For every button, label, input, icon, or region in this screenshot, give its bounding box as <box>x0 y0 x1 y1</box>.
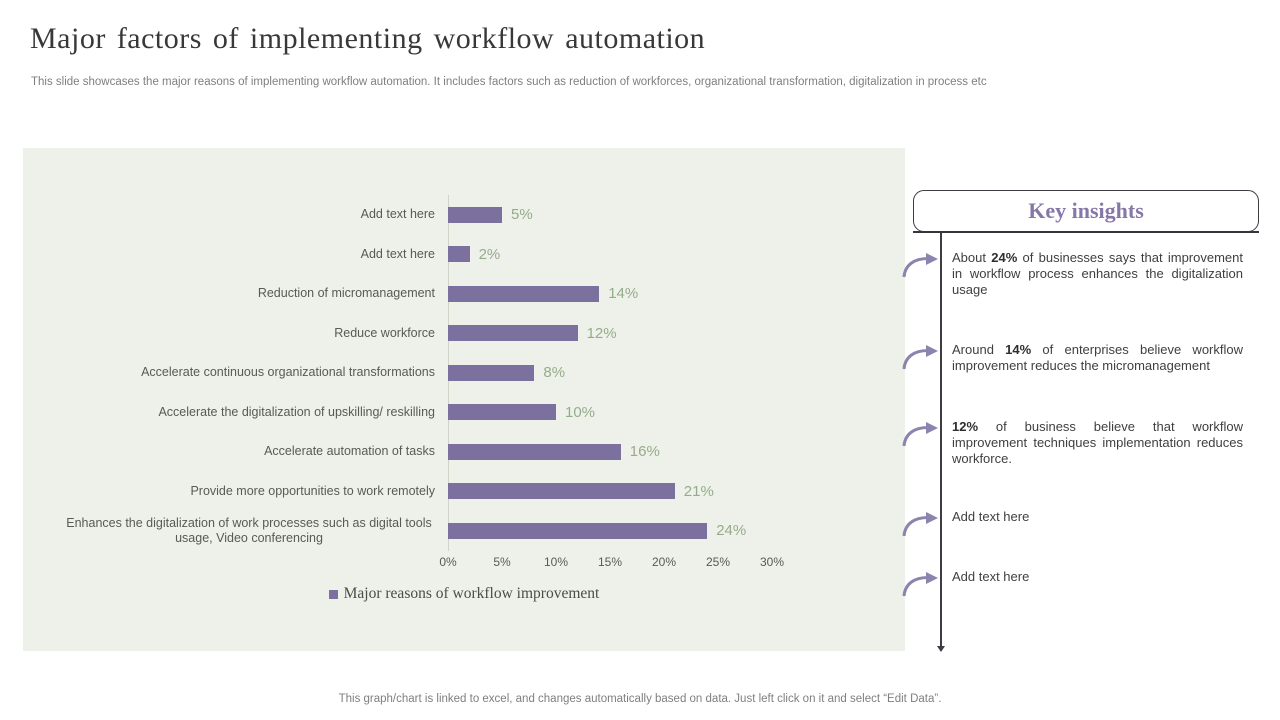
bar[interactable] <box>448 443 621 460</box>
chart-legend: Major reasons of workflow improvement <box>23 585 905 603</box>
insight-item: Add text here <box>899 569 1251 602</box>
bar[interactable] <box>448 285 600 302</box>
curved-arrow-icon <box>902 345 938 370</box>
bar-rows: Add text here 5% Add text here 2% Reduction … <box>23 195 905 551</box>
category-label: Reduction of micromanagement <box>257 286 435 301</box>
category-label: Provide more opportunities to work remot… <box>190 483 435 498</box>
footer-note: This graph/chart is linked to excel, and… <box>338 693 942 705</box>
category-label: Accelerate continuous organizational tra… <box>141 365 435 380</box>
bar-row: Add text here 2% <box>23 235 905 275</box>
category-label: Accelerate automation of tasks <box>264 444 435 459</box>
bar-row: Accelerate automation of tasks 16% <box>23 432 905 472</box>
connector-line <box>940 233 942 646</box>
slide-subtitle: This slide showcases the major reasons o… <box>31 76 987 88</box>
value-label: 14% <box>608 285 639 303</box>
insight-item: About 24% of businesses says that improv… <box>899 250 1251 298</box>
x-axis-tick: 25% <box>705 555 731 569</box>
x-axis-tick: 5% <box>493 555 511 569</box>
value-label: 8% <box>543 364 566 382</box>
x-axis-tick: 10% <box>543 555 569 569</box>
bar[interactable] <box>448 206 502 223</box>
curved-arrow-icon <box>902 253 938 278</box>
value-label: 21% <box>683 482 714 500</box>
curved-arrow-icon <box>902 572 938 597</box>
legend-label: Major reasons of workflow improvement <box>343 585 600 602</box>
insight-text-post: of businesses says that improvement in w… <box>952 250 1243 297</box>
value-label: 24% <box>716 522 747 540</box>
insight-text: About 24% of businesses says that improv… <box>952 250 1251 298</box>
bar-row: Add text here 5% <box>23 195 905 235</box>
category-label: Add text here <box>360 246 435 261</box>
plot-area: Add text here 5% Add text here 2% Reduction … <box>23 148 905 651</box>
bar-chart[interactable]: Add text here 5% Add text here 2% Reduction … <box>23 148 905 651</box>
category-label: Enhances the digitalization of work proc… <box>66 515 432 545</box>
x-axis-tick: 20% <box>651 555 677 569</box>
legend-swatch <box>328 589 338 599</box>
insight-text-pre: Add text here <box>952 509 1030 524</box>
curved-arrow-icon <box>899 421 943 467</box>
key-insights-panel: Key insights About 24% of businesses say… <box>902 190 1259 660</box>
bar[interactable] <box>448 522 708 539</box>
bar[interactable] <box>448 483 675 500</box>
insight-text-pre: About <box>952 250 992 265</box>
category-label: Reduce workforce <box>334 325 435 340</box>
connector-arrowhead-icon <box>937 646 945 652</box>
insight-text: Around 14% of enterprises believe workfl… <box>952 342 1251 375</box>
bar-row: Accelerate the digitalization of upskill… <box>23 393 905 433</box>
bar-row: Reduce workforce 12% <box>23 314 905 354</box>
curved-arrow-icon <box>899 344 943 375</box>
insight-item: Around 14% of enterprises believe workfl… <box>899 342 1251 375</box>
category-label: Add text here <box>360 207 435 222</box>
insight-item: 12% of business believe that workflow im… <box>899 419 1251 467</box>
insight-text: Add text here <box>952 569 1251 602</box>
insight-text-pre: Add text here <box>952 569 1030 584</box>
insight-item: Add text here <box>899 509 1251 542</box>
curved-arrow-icon <box>899 571 943 602</box>
insight-text: 12% of business believe that workflow im… <box>952 419 1251 467</box>
bar-row: Reduction of micromanagement 14% <box>23 274 905 314</box>
insight-text-pre: Around <box>952 342 1006 357</box>
x-axis: 0% 5% 10% 15% 20% 25% 30% <box>23 555 905 573</box>
curved-arrow-icon <box>902 512 938 537</box>
bar-row: Accelerate continuous organizational tra… <box>23 353 905 393</box>
bar-row: Provide more opportunities to work remot… <box>23 472 905 512</box>
page-title: Major factors of implementing workflow a… <box>30 22 706 55</box>
value-label: 16% <box>629 443 660 461</box>
insight-text-post: of business believe that workflow improv… <box>952 419 1243 466</box>
category-label: Accelerate the digitalization of upskill… <box>158 404 435 419</box>
value-label: 12% <box>586 324 617 342</box>
key-insights-header: Key insights <box>913 190 1259 232</box>
value-label: 10% <box>565 403 596 421</box>
curved-arrow-icon <box>902 422 938 447</box>
x-axis-tick: 15% <box>597 555 623 569</box>
insight-text-bold: 24% <box>991 250 1018 265</box>
value-label: 5% <box>511 206 533 224</box>
curved-arrow-icon <box>899 511 943 542</box>
insight-text-bold: 14% <box>1005 342 1032 357</box>
key-insights-title: Key insights <box>1028 198 1144 223</box>
bar[interactable] <box>448 404 556 421</box>
bar[interactable] <box>448 364 535 381</box>
curved-arrow-icon <box>899 252 943 298</box>
bar-row: Enhances the digitalization of work proc… <box>23 511 905 551</box>
bar[interactable] <box>448 246 470 263</box>
x-axis-tick: 0% <box>439 555 457 569</box>
value-label: 2% <box>478 245 501 263</box>
insight-text-bold: 12% <box>952 419 979 434</box>
x-axis-tick: 30% <box>759 555 785 569</box>
insight-text: Add text here <box>952 509 1251 542</box>
header-underline <box>913 231 1259 233</box>
bar[interactable] <box>448 325 578 342</box>
insight-text-post: of enterprises believe workflow improvem… <box>952 342 1243 373</box>
